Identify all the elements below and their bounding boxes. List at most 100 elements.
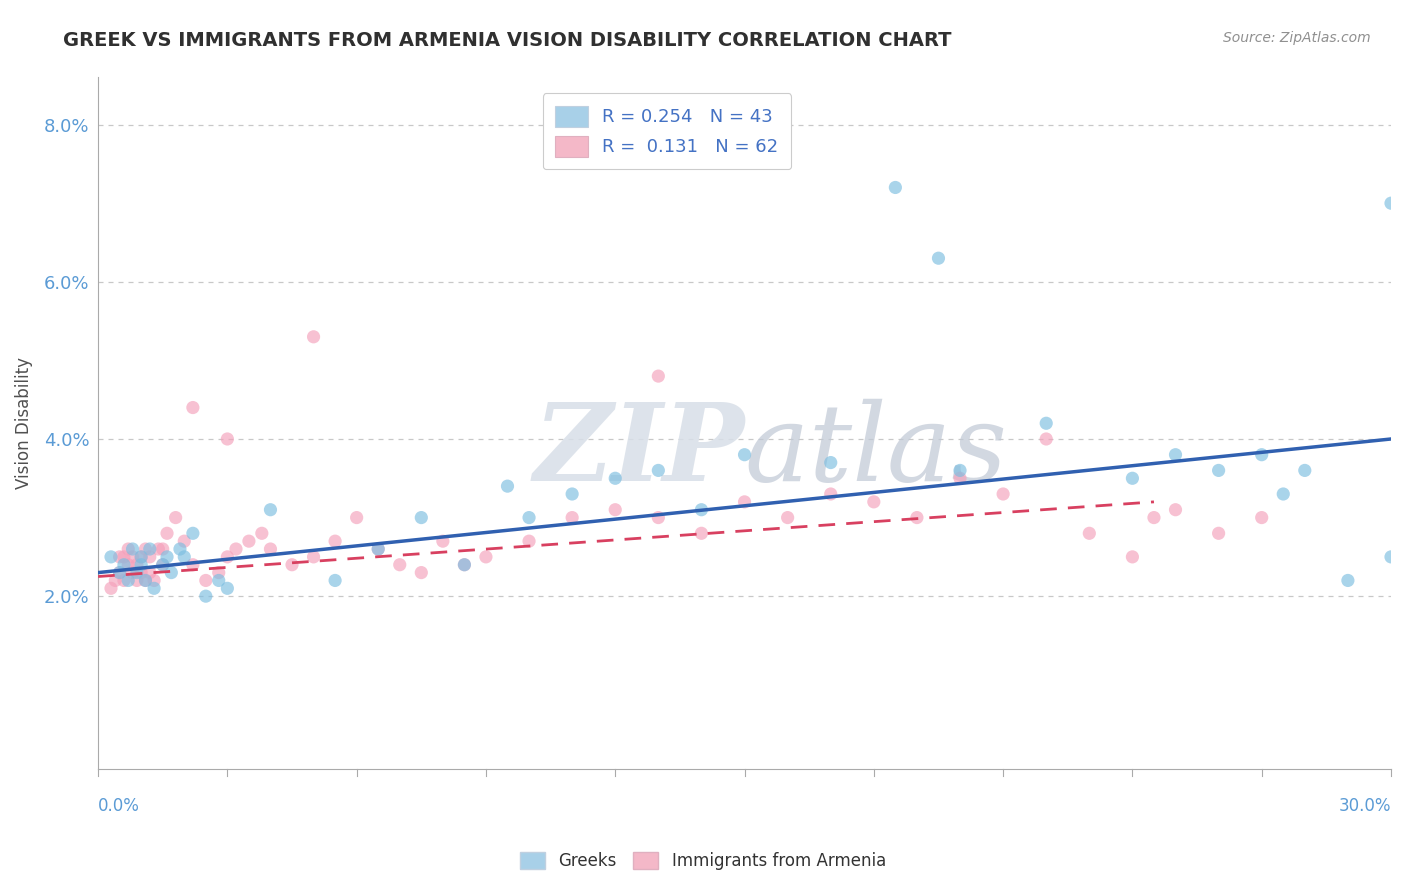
Point bbox=[152, 541, 174, 556]
Point bbox=[1379, 196, 1402, 211]
Point bbox=[453, 558, 475, 572]
Point bbox=[194, 574, 217, 588]
Point bbox=[388, 558, 411, 572]
Point bbox=[561, 510, 583, 524]
Point bbox=[108, 566, 131, 580]
Point bbox=[411, 566, 433, 580]
Point bbox=[1272, 487, 1295, 501]
Point bbox=[367, 541, 389, 556]
Point bbox=[949, 471, 972, 485]
Point bbox=[129, 558, 152, 572]
Point bbox=[112, 549, 135, 564]
Point bbox=[143, 574, 166, 588]
Point bbox=[323, 574, 346, 588]
Point bbox=[734, 448, 756, 462]
Point bbox=[517, 534, 540, 549]
Point bbox=[139, 549, 162, 564]
Point bbox=[125, 566, 148, 580]
Point bbox=[905, 510, 928, 524]
Point bbox=[129, 549, 152, 564]
Point bbox=[129, 566, 152, 580]
Point bbox=[139, 541, 162, 556]
Point bbox=[1035, 432, 1057, 446]
Point bbox=[367, 541, 389, 556]
Point bbox=[647, 510, 669, 524]
Legend: Greeks, Immigrants from Armenia: Greeks, Immigrants from Armenia bbox=[513, 845, 893, 877]
Point bbox=[453, 558, 475, 572]
Point bbox=[605, 471, 627, 485]
Point bbox=[949, 463, 972, 477]
Y-axis label: Vision Disability: Vision Disability bbox=[15, 358, 32, 490]
Point bbox=[432, 534, 454, 549]
Point bbox=[346, 510, 368, 524]
Point bbox=[173, 549, 195, 564]
Point bbox=[121, 541, 143, 556]
Point bbox=[194, 589, 217, 603]
Point bbox=[134, 574, 156, 588]
Point bbox=[152, 558, 174, 572]
Text: 0.0%: 0.0% bbox=[98, 797, 141, 814]
Point bbox=[259, 541, 281, 556]
Point bbox=[156, 526, 179, 541]
Point bbox=[605, 502, 627, 516]
Point bbox=[1035, 417, 1057, 431]
Point bbox=[181, 526, 204, 541]
Point bbox=[217, 432, 239, 446]
Point bbox=[411, 510, 433, 524]
Point bbox=[148, 541, 170, 556]
Point bbox=[217, 549, 239, 564]
Point bbox=[1208, 526, 1230, 541]
Point bbox=[1078, 526, 1101, 541]
Point bbox=[121, 566, 143, 580]
Point bbox=[561, 487, 583, 501]
Point bbox=[927, 251, 949, 265]
Point bbox=[134, 541, 156, 556]
Point bbox=[208, 566, 231, 580]
Point bbox=[100, 582, 122, 596]
Text: 30.0%: 30.0% bbox=[1339, 797, 1391, 814]
Point bbox=[125, 574, 148, 588]
Point bbox=[1294, 463, 1316, 477]
Point bbox=[117, 541, 139, 556]
Point bbox=[250, 526, 273, 541]
Point bbox=[259, 502, 281, 516]
Point bbox=[1337, 574, 1360, 588]
Point bbox=[121, 549, 143, 564]
Point bbox=[117, 574, 139, 588]
Point bbox=[181, 401, 204, 415]
Point bbox=[647, 463, 669, 477]
Point bbox=[181, 558, 204, 572]
Point bbox=[160, 566, 183, 580]
Point bbox=[647, 369, 669, 384]
Text: ZIP: ZIP bbox=[533, 398, 745, 504]
Point bbox=[169, 541, 191, 556]
Point bbox=[173, 534, 195, 549]
Point bbox=[323, 534, 346, 549]
Text: GREEK VS IMMIGRANTS FROM ARMENIA VISION DISABILITY CORRELATION CHART: GREEK VS IMMIGRANTS FROM ARMENIA VISION … bbox=[63, 31, 952, 50]
Point bbox=[139, 566, 162, 580]
Point bbox=[208, 574, 231, 588]
Point bbox=[125, 558, 148, 572]
Legend: R = 0.254   N = 43, R =  0.131   N = 62: R = 0.254 N = 43, R = 0.131 N = 62 bbox=[543, 94, 792, 169]
Point bbox=[1250, 510, 1272, 524]
Point bbox=[734, 495, 756, 509]
Text: atlas: atlas bbox=[745, 399, 1008, 504]
Point bbox=[112, 574, 135, 588]
Point bbox=[225, 541, 247, 556]
Point bbox=[117, 558, 139, 572]
Point bbox=[1208, 463, 1230, 477]
Point bbox=[100, 549, 122, 564]
Point bbox=[108, 549, 131, 564]
Point bbox=[165, 510, 187, 524]
Point bbox=[862, 495, 884, 509]
Point bbox=[217, 582, 239, 596]
Point bbox=[1143, 510, 1166, 524]
Point bbox=[238, 534, 260, 549]
Point bbox=[108, 566, 131, 580]
Point bbox=[820, 456, 842, 470]
Point bbox=[690, 526, 713, 541]
Point bbox=[1121, 471, 1143, 485]
Point bbox=[820, 487, 842, 501]
Point bbox=[475, 549, 498, 564]
Text: Source: ZipAtlas.com: Source: ZipAtlas.com bbox=[1223, 31, 1371, 45]
